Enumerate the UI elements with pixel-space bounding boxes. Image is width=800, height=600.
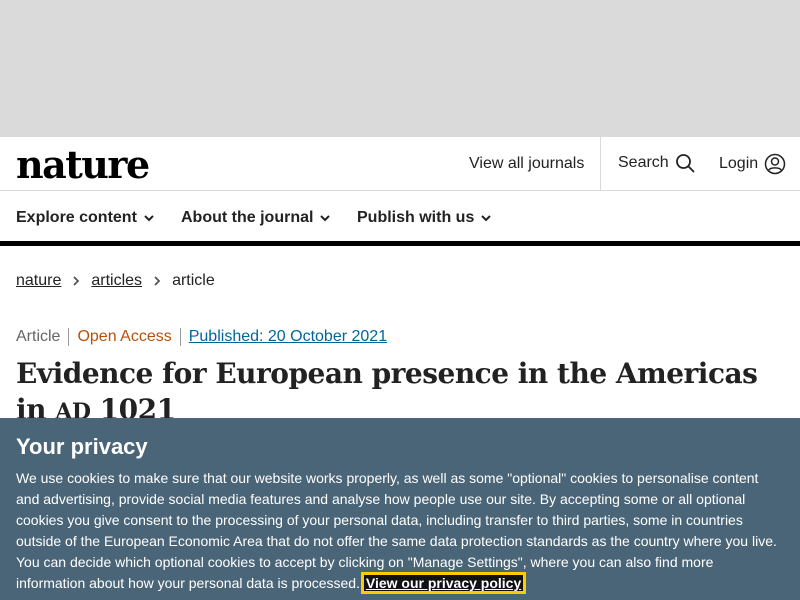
privacy-policy-link[interactable]: View our privacy policy bbox=[360, 572, 527, 594]
nav-item-label: About the journal bbox=[181, 209, 314, 226]
search-icon bbox=[675, 154, 695, 173]
site-header: nature View all journals Search Login bbox=[0, 137, 800, 191]
breadcrumb-articles[interactable]: articles bbox=[91, 272, 143, 289]
privacy-body: We use cookies to make sure that our web… bbox=[16, 468, 784, 594]
breadcrumb-current: article bbox=[172, 272, 215, 289]
breadcrumb: nature articles article bbox=[16, 272, 215, 290]
open-access-badge: Open Access bbox=[69, 328, 181, 346]
nav-explore-content[interactable]: Explore content bbox=[16, 209, 155, 227]
chevron-down-icon bbox=[481, 215, 492, 222]
privacy-banner: Your privacy We use cookies to make sure… bbox=[0, 418, 800, 600]
view-all-journals-link[interactable]: View all journals bbox=[469, 155, 585, 172]
search-button[interactable]: Search bbox=[618, 153, 695, 173]
search-label: Search bbox=[618, 154, 669, 171]
chevron-down-icon bbox=[144, 215, 154, 222]
privacy-body-text: We use cookies to make sure that our web… bbox=[16, 470, 777, 591]
nav-about-journal[interactable]: About the journal bbox=[181, 209, 331, 227]
nav-publish-with-us[interactable]: Publish with us bbox=[357, 209, 492, 227]
published-date-link[interactable]: Published: 20 October 2021 bbox=[188, 328, 388, 345]
header-divider bbox=[600, 137, 601, 191]
chevron-down-icon bbox=[320, 215, 331, 222]
breadcrumb-nature[interactable]: nature bbox=[16, 272, 62, 289]
nature-logo[interactable]: nature bbox=[16, 142, 150, 187]
privacy-heading: Your privacy bbox=[16, 434, 148, 459]
advertisement-area bbox=[0, 0, 800, 137]
login-label: Login bbox=[719, 155, 759, 172]
login-button[interactable]: Login bbox=[719, 153, 786, 175]
chevron-right-icon bbox=[71, 275, 81, 287]
user-icon bbox=[764, 153, 786, 175]
article-type: Article bbox=[16, 328, 70, 346]
chevron-right-icon bbox=[152, 275, 162, 287]
nav-item-label: Publish with us bbox=[357, 209, 475, 226]
article-meta: Article Open Access Published: 20 Octobe… bbox=[16, 328, 387, 346]
title-main: Evidence for European presence in the Am… bbox=[16, 357, 758, 426]
nav-item-label: Explore content bbox=[16, 209, 137, 226]
main-nav: Explore content About the journal Publis… bbox=[0, 192, 800, 246]
